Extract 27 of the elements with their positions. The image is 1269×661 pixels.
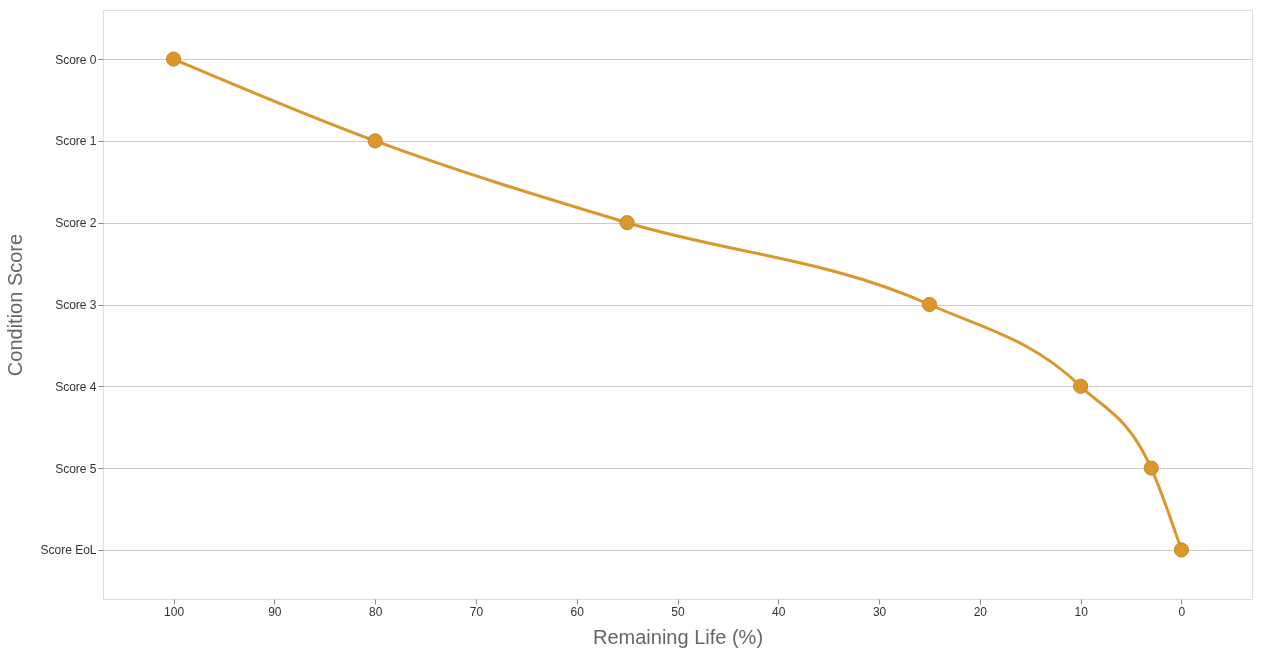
x-tick-label: 30 <box>872 604 887 619</box>
y-tick-label: Score EoL <box>40 543 97 558</box>
point <box>1143 460 1159 476</box>
y-tick-label: Score 1 <box>55 134 97 149</box>
x-tick-label: 90 <box>268 604 282 619</box>
x-tick-label: 60 <box>570 604 585 619</box>
x-tick-label: 70 <box>469 604 484 619</box>
point <box>165 51 182 67</box>
x-tick-label: 20 <box>973 604 988 619</box>
point <box>1173 542 1190 558</box>
y-tick-label: Score 5 <box>55 461 97 476</box>
x-tick-label: 40 <box>772 604 786 619</box>
point <box>619 215 635 231</box>
x-tick-label: 50 <box>671 604 685 619</box>
y-tick-label: Score 4 <box>55 379 97 394</box>
point <box>921 296 938 313</box>
x-tick-label: 10 <box>1074 604 1089 619</box>
y-axis-title: Condition Score <box>4 233 27 377</box>
point <box>367 133 383 149</box>
x-tick-label: 80 <box>368 604 383 619</box>
x-axis-title: Remaining Life (%) <box>592 625 764 648</box>
y-tick-label: Score 3 <box>55 298 97 312</box>
x-tick-label: 0 <box>1178 604 1186 619</box>
y-tick-label: Score 2 <box>55 216 97 231</box>
x-tick-label: 100 <box>164 604 185 619</box>
point <box>1073 378 1089 394</box>
y-tick-label: Score 0 <box>55 52 97 67</box>
